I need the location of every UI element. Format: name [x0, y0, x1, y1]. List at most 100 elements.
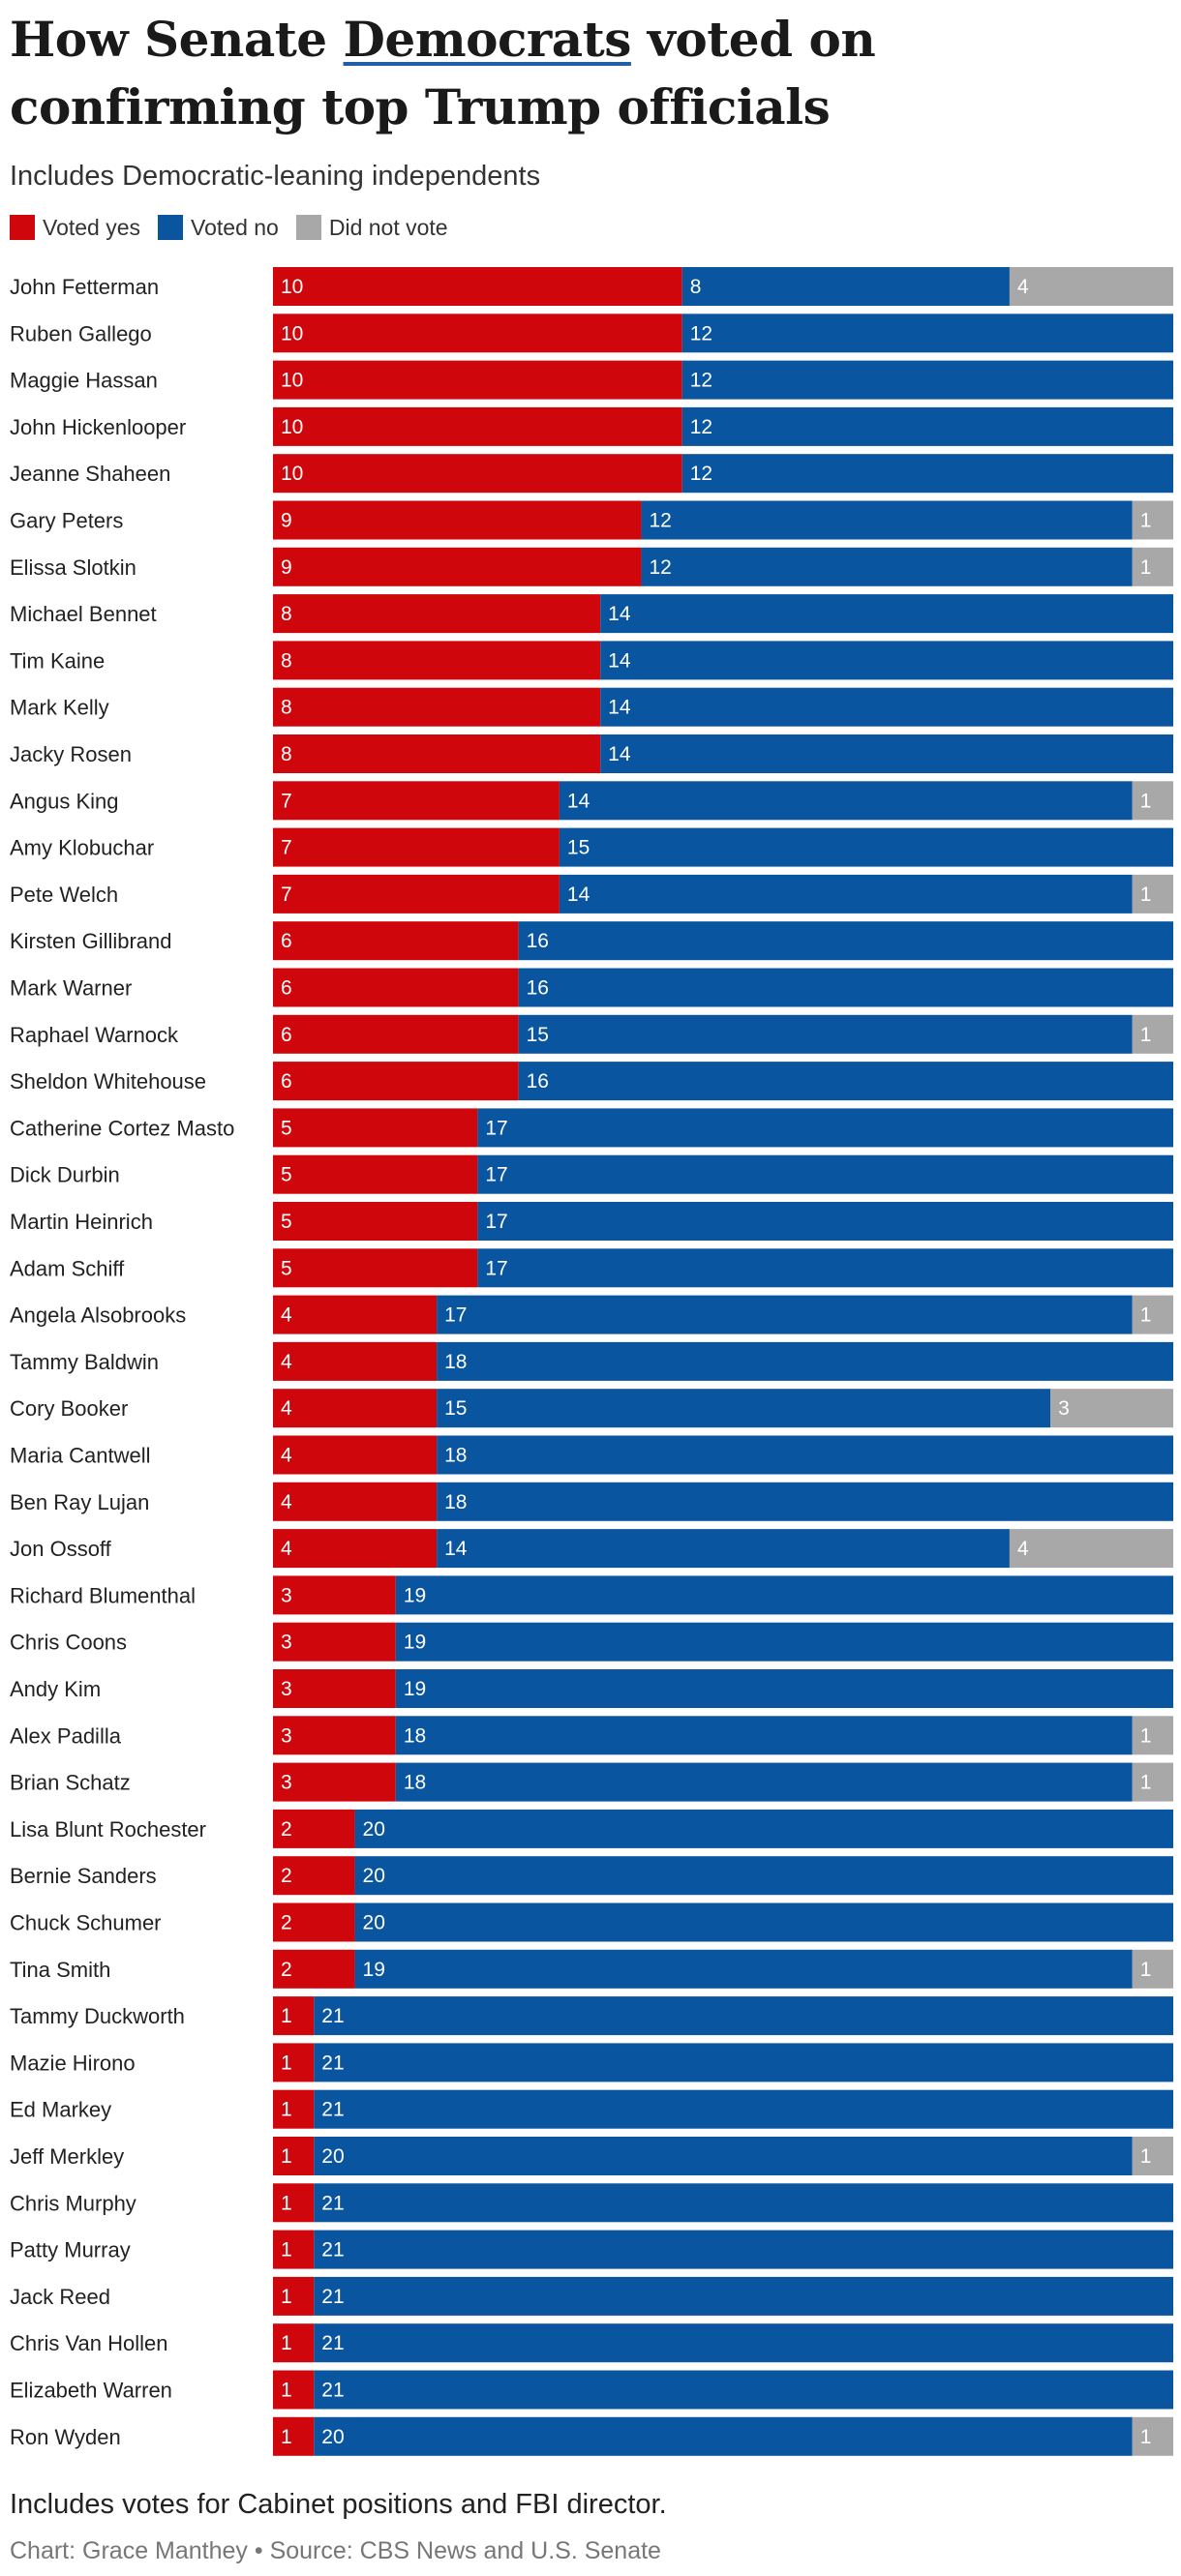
data-label-voted-yes-alex-padilla: 3: [281, 1724, 292, 1747]
category-label-patty-murray: Patty Murray: [10, 2238, 131, 2262]
data-label-voted-no-mark-warner: 16: [527, 977, 549, 1000]
bar-row-tim-kaine: Tim Kaine 8 14: [10, 641, 1173, 680]
chart-title: How Senate Democrats voted on confirming…: [10, 6, 1171, 141]
bar-voted-yes-angela-alsobrooks: [273, 1295, 438, 1334]
bar-voted-yes-bernie-sanders: [273, 1856, 355, 1896]
bar-row-cory-booker: Cory Booker 4 15 3: [10, 1389, 1173, 1428]
category-label-jack-reed: Jack Reed: [10, 2285, 110, 2309]
data-label-voted-yes-richard-blumenthal: 3: [281, 1584, 292, 1606]
category-label-jacky-rosen: Jacky Rosen: [10, 742, 132, 766]
data-label-voted-no-chuck-schumer: 20: [363, 1912, 385, 1934]
bar-voted-no-maria-cantwell: [437, 1435, 1173, 1475]
bar-row-catherine-cortez-masto: Catherine Cortez Masto 5 17: [10, 1108, 1173, 1148]
bar-voted-yes-patty-murray: [273, 2230, 315, 2269]
data-label-voted-no-martin-heinrich: 17: [485, 1211, 507, 1233]
data-label-voted-no-chris-murphy: 21: [321, 2192, 344, 2214]
data-label-voted-yes-angela-alsobrooks: 4: [281, 1304, 292, 1327]
bar-row-patty-murray: Patty Murray 1 21: [10, 2230, 1174, 2269]
category-label-martin-heinrich: Martin Heinrich: [10, 1210, 153, 1234]
bar-voted-yes-gary-peters: [273, 500, 642, 540]
bar-voted-no-chuck-schumer: [354, 1902, 1174, 1942]
bar-voted-yes-chris-coons: [273, 1622, 396, 1662]
category-label-elizabeth-warren: Elizabeth Warren: [10, 2379, 172, 2403]
category-label-chuck-schumer: Chuck Schumer: [10, 1911, 162, 1935]
data-label-voted-no-jacky-rosen: 14: [608, 743, 631, 765]
category-label-ed-markey: Ed Markey: [10, 2098, 111, 2122]
bar-voted-yes-mark-kelly: [273, 687, 601, 727]
bar-row-bernie-sanders: Bernie Sanders 2 20: [10, 1856, 1174, 1896]
bar-row-brian-schatz: Brian Schatz 3 18 1: [10, 1762, 1173, 1802]
bar-row-jon-ossoff: Jon Ossoff 4 14 4: [10, 1529, 1173, 1569]
category-label-angela-alsobrooks: Angela Alsobrooks: [10, 1303, 186, 1328]
category-label-mark-kelly: Mark Kelly: [10, 696, 109, 720]
category-label-angus-king: Angus King: [10, 789, 119, 813]
legend-item-did-not-vote: Did not vote: [295, 214, 448, 241]
data-label-voted-yes-elissa-slotkin: 9: [281, 556, 292, 579]
legend-label-did-not-vote: Did not vote: [328, 214, 448, 240]
bar-row-angus-king: Angus King 7 14 1: [10, 781, 1173, 821]
bar-voted-no-alex-padilla: [395, 1716, 1133, 1755]
data-label-voted-yes-adam-schiff: 5: [281, 1257, 292, 1279]
category-label-chris-coons: Chris Coons: [10, 1631, 127, 1655]
data-label-voted-yes-jacky-rosen: 8: [281, 743, 292, 765]
data-label-voted-yes-catherine-cortez-masto: 5: [281, 1117, 292, 1139]
category-label-gary-peters: Gary Peters: [10, 509, 123, 533]
data-label-voted-yes-tammy-duckworth: 1: [281, 2005, 292, 2027]
data-label-voted-no-cory-booker: 15: [444, 1397, 467, 1420]
bar-voted-yes-cory-booker: [273, 1389, 438, 1428]
bar-voted-no-tina-smith: [354, 1949, 1133, 1989]
bar-voted-yes-michael-bennet: [273, 594, 601, 634]
bar-row-jeanne-shaheen: Jeanne Shaheen 10 12: [10, 454, 1173, 494]
data-label-voted-yes-kirsten-gillibrand: 6: [281, 930, 292, 952]
bar-voted-yes-alex-padilla: [273, 1716, 396, 1755]
bar-voted-no-jeanne-shaheen: [681, 454, 1173, 494]
data-label-voted-no-gary-peters: 12: [649, 510, 671, 532]
category-label-catherine-cortez-masto: Catherine Cortez Masto: [10, 1116, 234, 1140]
bar-did-not-vote-raphael-warnock: [1132, 1014, 1173, 1054]
data-label-voted-no-jeanne-shaheen: 12: [690, 463, 712, 485]
data-label-voted-no-lisa-blunt-rochester: 20: [363, 1818, 385, 1841]
data-label-voted-yes-maggie-hassan: 10: [281, 370, 303, 392]
bar-voted-yes-dick-durbin: [273, 1154, 478, 1194]
bar-voted-yes-chris-murphy: [273, 2183, 315, 2223]
bar-did-not-vote-gary-peters: [1132, 500, 1173, 540]
title-text-end: voted on confirming top Trump officials: [10, 11, 876, 135]
bar-row-john-fetterman: John Fetterman 10 8 4: [10, 267, 1173, 306]
bar-voted-yes-jacky-rosen: [273, 734, 601, 773]
data-label-voted-yes-maria-cantwell: 4: [281, 1445, 292, 1467]
title-text-start: How Senate: [10, 11, 344, 68]
bar-voted-yes-tammy-baldwin: [273, 1341, 438, 1381]
bar-row-ben-ray-lujan: Ben Ray Lujan 4 18: [10, 1482, 1173, 1521]
bar-voted-no-adam-schiff: [477, 1248, 1173, 1288]
bar-row-jacky-rosen: Jacky Rosen 8 14: [10, 734, 1173, 773]
bar-voted-yes-jack-reed: [273, 2276, 315, 2316]
bar-voted-no-patty-murray: [314, 2230, 1174, 2269]
bar-did-not-vote-angela-alsobrooks: [1132, 1295, 1173, 1334]
bar-voted-no-john-fetterman: [681, 267, 1010, 306]
legend-item-voted-no: Voted no: [158, 215, 279, 241]
data-label-voted-no-jeff-merkley: 20: [321, 2145, 344, 2168]
bar-voted-no-mazie-hirono: [314, 2043, 1174, 2082]
data-label-voted-yes-raphael-warnock: 6: [281, 1024, 292, 1046]
data-label-voted-no-amy-klobuchar: 15: [567, 837, 590, 859]
category-label-brian-schatz: Brian Schatz: [10, 1771, 131, 1795]
data-label-voted-no-adam-schiff: 17: [485, 1257, 507, 1279]
category-label-cory-booker: Cory Booker: [10, 1396, 128, 1421]
category-label-mazie-hirono: Mazie Hirono: [10, 2051, 136, 2075]
data-label-did-not-vote-angela-alsobrooks: 1: [1140, 1304, 1152, 1327]
data-label-voted-no-ron-wyden: 20: [321, 2426, 344, 2448]
bar-voted-no-chris-coons: [395, 1622, 1173, 1662]
data-label-voted-no-alex-padilla: 18: [404, 1724, 426, 1747]
data-label-voted-yes-andy-kim: 3: [281, 1678, 292, 1700]
bar-voted-yes-ed-markey: [273, 2089, 315, 2129]
bar-voted-yes-mazie-hirono: [273, 2043, 315, 2082]
data-label-voted-no-richard-blumenthal: 19: [404, 1584, 426, 1606]
bar-row-mark-warner: Mark Warner 6 16: [10, 968, 1173, 1007]
bar-voted-yes-sheldon-whitehouse: [273, 1062, 519, 1101]
category-label-tina-smith: Tina Smith: [10, 1958, 110, 1982]
bar-voted-yes-lisa-blunt-rochester: [273, 1809, 355, 1848]
data-label-voted-no-ruben-gallego: 12: [690, 322, 712, 344]
data-label-voted-yes-tammy-baldwin: 4: [281, 1351, 292, 1373]
chart-footnote: Includes votes for Cabinet positions and…: [10, 2489, 667, 2520]
